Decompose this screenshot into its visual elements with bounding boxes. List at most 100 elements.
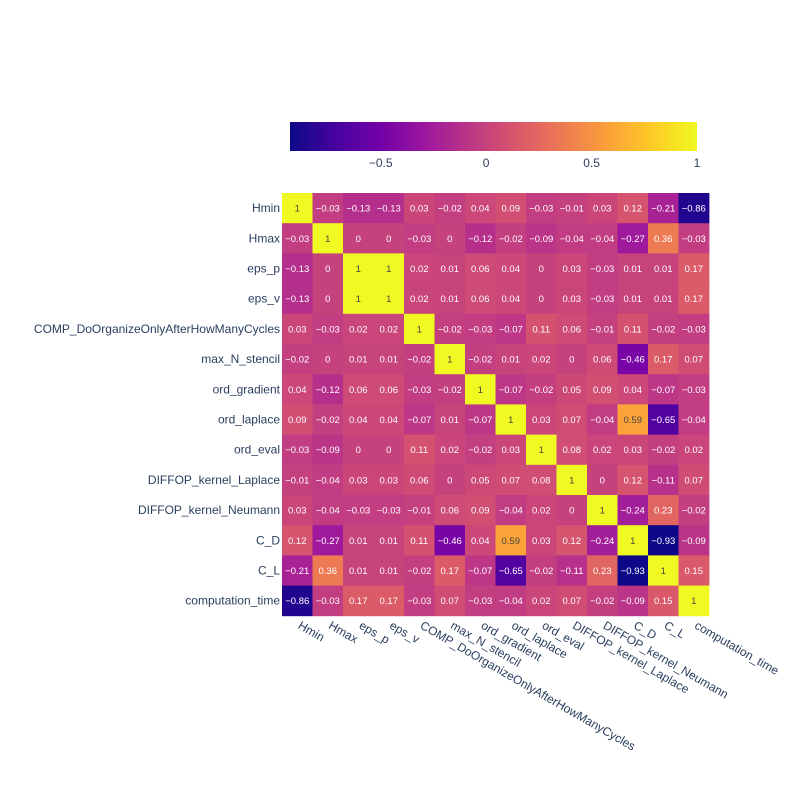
heatmap-cell — [678, 555, 710, 586]
heatmap-cell — [678, 344, 710, 375]
cell-value-label: 0 — [569, 355, 574, 366]
cell-value-label: 0.02 — [532, 506, 551, 517]
heatmap-cell — [526, 313, 557, 345]
heatmap-cell — [526, 344, 557, 375]
heatmap-cell — [434, 464, 466, 496]
cell-value-label: 0 — [539, 294, 544, 305]
cell-value-label: 0.06 — [471, 264, 490, 275]
colorbar-tick-label: 0 — [483, 156, 490, 170]
cell-value-label: −0.93 — [651, 536, 675, 547]
heatmap-cell — [343, 253, 374, 284]
heatmap-cell — [434, 223, 466, 254]
cell-value-label: 0.23 — [593, 566, 612, 577]
heatmap-cell — [343, 555, 374, 586]
cell-value-label: −0.02 — [468, 445, 492, 456]
cell-value-label: 0.09 — [593, 385, 612, 396]
cell-value-label: 1 — [386, 294, 391, 305]
cell-value-label: 0 — [325, 355, 330, 366]
heatmap-cell — [648, 495, 679, 526]
cell-value-label: 0.11 — [410, 445, 428, 456]
cell-value-label: −0.01 — [560, 204, 584, 215]
heatmap-cell — [678, 495, 710, 526]
heatmap-cell — [404, 344, 435, 375]
heatmap-cell — [465, 374, 496, 405]
cell-value-label: −0.07 — [407, 415, 431, 426]
cell-value-label: 0.01 — [441, 415, 460, 426]
cell-value-label: 0.03 — [563, 294, 582, 305]
cell-value-label: 0 — [386, 234, 391, 245]
cell-value-label: 0.02 — [441, 445, 460, 456]
cell-value-label: 0.03 — [349, 475, 368, 486]
heatmap-cell — [404, 495, 435, 526]
heatmap-cell — [343, 193, 374, 224]
cell-value-label: 0.59 — [624, 415, 643, 426]
cell-value-label: −0.03 — [407, 234, 431, 245]
heatmap-cell — [282, 223, 313, 254]
cell-value-label: 0.12 — [288, 536, 307, 547]
heatmap-cell — [526, 283, 557, 315]
cell-value-label: −0.03 — [377, 506, 401, 517]
cell-value-label: 0.02 — [380, 324, 399, 335]
cell-value-label: −0.21 — [285, 566, 309, 577]
heatmap-cell — [404, 193, 435, 224]
cell-value-label: 0.01 — [624, 264, 643, 275]
y-tick-ord-gradient: ord_gradient — [213, 382, 281, 396]
heatmap-cell — [678, 464, 710, 496]
x-tick-c-l: C_L — [662, 618, 688, 641]
heatmap-cell — [556, 193, 588, 224]
y-tick-c-d: C_D — [256, 533, 280, 547]
heatmap-cell — [556, 223, 588, 254]
heatmap-cell — [526, 253, 557, 284]
heatmap-cell — [495, 253, 527, 284]
cell-value-label: 0.03 — [502, 445, 521, 456]
cell-value-label: 0.01 — [654, 294, 673, 305]
cell-value-label: 1 — [630, 536, 635, 547]
heatmap-cell — [282, 374, 313, 405]
cell-value-label: 1 — [356, 264, 361, 275]
cell-value-label: −0.04 — [499, 506, 523, 517]
heatmap-cell — [373, 404, 405, 435]
cell-value-label: 0.07 — [685, 355, 704, 366]
heatmap-cell — [465, 464, 496, 496]
cell-value-label: 0.07 — [563, 415, 582, 426]
heatmap-cell — [434, 313, 466, 345]
cell-value-label: 0.04 — [502, 294, 521, 305]
y-tick-ord-laplace: ord_laplace — [218, 413, 280, 427]
cell-value-label: 0.11 — [410, 536, 428, 547]
cell-value-label: 0.01 — [349, 355, 368, 366]
heatmap-cell — [404, 283, 435, 315]
cell-value-label: −0.02 — [590, 596, 614, 607]
heatmap-cell — [282, 525, 313, 556]
cell-value-label: −0.09 — [316, 445, 340, 456]
cell-value-label: −0.09 — [529, 234, 553, 245]
cell-value-label: −0.24 — [621, 506, 645, 517]
heatmap-cell — [678, 313, 710, 345]
cell-value-label: 0.06 — [380, 385, 399, 396]
heatmap-cell — [434, 193, 466, 224]
x-tick-eps-v: eps_v — [387, 618, 422, 646]
heatmap-cell — [648, 464, 679, 496]
heatmap-cell — [465, 555, 496, 586]
cell-value-label: −0.03 — [407, 385, 431, 396]
heatmap-cell — [312, 585, 344, 617]
cell-value-label: 1 — [478, 385, 483, 396]
cell-value-label: −0.01 — [590, 324, 614, 335]
cell-value-label: −0.02 — [407, 355, 431, 366]
cell-value-label: 0.02 — [410, 264, 429, 275]
heatmap-cell — [373, 434, 405, 466]
x-tick-hmin: Hmin — [296, 618, 327, 644]
cell-value-label: 0.01 — [441, 294, 460, 305]
heatmap-cell — [587, 374, 618, 405]
cell-value-label: −0.02 — [438, 324, 462, 335]
cell-value-label: 0.03 — [532, 536, 551, 547]
heatmap-cell — [587, 404, 618, 435]
heatmap-cell — [556, 344, 588, 375]
cell-value-label: −0.46 — [438, 536, 462, 547]
cell-value-label: −0.11 — [560, 566, 583, 577]
heatmap-cell — [312, 344, 344, 375]
cell-value-label: −0.03 — [316, 324, 340, 335]
heatmap-cell — [312, 253, 344, 284]
heatmap-cell — [495, 434, 527, 466]
cell-value-label: 0.02 — [532, 355, 551, 366]
cell-value-label: −0.03 — [285, 234, 309, 245]
